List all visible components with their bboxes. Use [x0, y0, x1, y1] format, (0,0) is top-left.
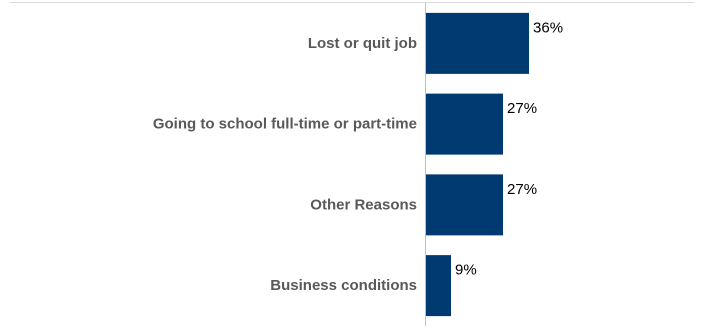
- value-label-3: 9%: [455, 262, 477, 279]
- bar-0: [425, 12, 530, 74]
- value-label-0: 36%: [533, 19, 563, 36]
- bar-3: [425, 255, 452, 317]
- value-label-2: 27%: [507, 181, 537, 198]
- value-labels-group: 36% 27% 27% 9%: [455, 19, 563, 278]
- value-label-1: 27%: [507, 100, 537, 117]
- category-labels-group: Lost or quit job Going to school full-tim…: [153, 35, 417, 294]
- bar-1: [425, 93, 504, 155]
- category-label-1: Going to school full-time or part-time: [153, 116, 417, 133]
- category-label-2: Other Reasons: [310, 196, 417, 213]
- bars-group: [425, 12, 530, 317]
- category-label-0: Lost or quit job: [308, 35, 417, 52]
- category-label-3: Business conditions: [270, 277, 417, 294]
- bar-2: [425, 174, 504, 236]
